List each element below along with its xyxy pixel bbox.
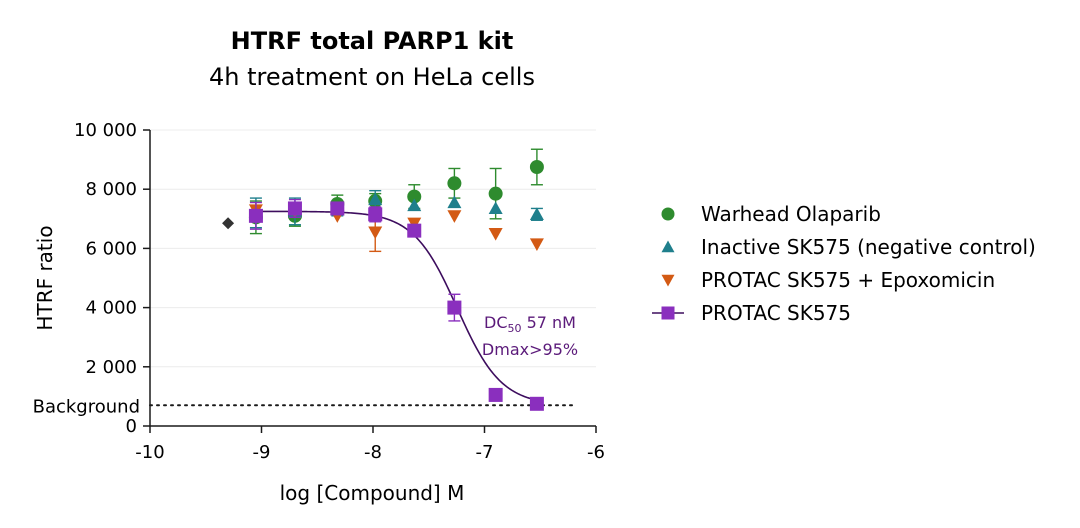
series-square xyxy=(248,198,544,411)
data-point xyxy=(447,195,462,209)
legend-item: Warhead Olaparib xyxy=(661,202,881,226)
data-point xyxy=(488,387,503,402)
y-tick-label: 4 000 xyxy=(85,298,137,319)
background-label: Background xyxy=(33,396,140,417)
dmax-annotation: Dmax>95% xyxy=(482,340,578,359)
legend: Warhead Olaparib Inactive SK575 (negative… xyxy=(652,202,1036,325)
data-point xyxy=(368,192,383,206)
data-point xyxy=(407,198,422,212)
legend-item: PROTAC SK575 + Epoxomicin xyxy=(661,268,995,292)
data-point xyxy=(529,207,544,220)
chart-title: HTRF total PARP1 kit xyxy=(231,27,514,55)
chart-subtitle: 4h treatment on HeLa cells xyxy=(209,63,535,91)
series-circle xyxy=(248,148,544,235)
y-tick-label: 8 000 xyxy=(85,179,137,200)
legend-marker xyxy=(661,274,675,287)
y-tick-label: 0 xyxy=(126,416,137,437)
legend-label: Warhead Olaparib xyxy=(701,202,881,226)
x-tick-label: -8 xyxy=(364,442,382,463)
x-axis-label: log [Compound] M xyxy=(280,481,465,505)
dc50-base: DC xyxy=(484,313,508,332)
protac-fit-curve xyxy=(255,210,538,401)
y-tick-label: 10 000 xyxy=(74,120,137,141)
legend-item: PROTAC SK575 xyxy=(652,301,851,325)
x-tick-label: -6 xyxy=(587,442,605,463)
legend-label: PROTAC SK575 + Epoxomicin xyxy=(701,268,995,292)
data-point xyxy=(368,226,383,240)
data-point xyxy=(407,223,422,238)
dc50-annotation: DC50 57 nM xyxy=(484,313,576,335)
axes: 0 2 000 4 000 6 000 8 000 10 000 -10 -9 -8 -7 -6 xyxy=(74,120,605,463)
legend-marker xyxy=(661,306,675,320)
data-point xyxy=(368,207,383,222)
data-point xyxy=(248,208,263,223)
data-point xyxy=(488,201,503,215)
legend-marker xyxy=(661,207,675,221)
legend-label: Inactive SK575 (negative control) xyxy=(701,235,1036,259)
dc50-subscript: 50 xyxy=(508,322,522,335)
x-tick-label: -7 xyxy=(476,442,494,463)
data-point xyxy=(488,228,503,241)
legend-marker xyxy=(661,240,675,253)
y-tick-label: 2 000 xyxy=(85,357,137,378)
data-point xyxy=(447,176,462,191)
baseline-diamond-point xyxy=(222,217,235,230)
data-point xyxy=(330,201,345,216)
y-tick-label: 6 000 xyxy=(85,238,137,259)
data-point xyxy=(447,300,462,315)
data-point xyxy=(287,201,302,216)
plot-area: Background xyxy=(33,148,573,417)
x-tick-label: -10 xyxy=(135,442,164,463)
data-point xyxy=(529,160,544,174)
data-point xyxy=(529,238,544,251)
data-point xyxy=(488,186,503,201)
data-point xyxy=(407,189,422,204)
dc50-value: 57 nM xyxy=(522,313,576,332)
data-point xyxy=(447,210,462,223)
y-axis-label: HTRF ratio xyxy=(33,225,57,330)
data-point xyxy=(529,396,544,411)
legend-item: Inactive SK575 (negative control) xyxy=(661,235,1036,259)
legend-label: PROTAC SK575 xyxy=(701,301,851,325)
x-tick-label: -9 xyxy=(253,442,271,463)
